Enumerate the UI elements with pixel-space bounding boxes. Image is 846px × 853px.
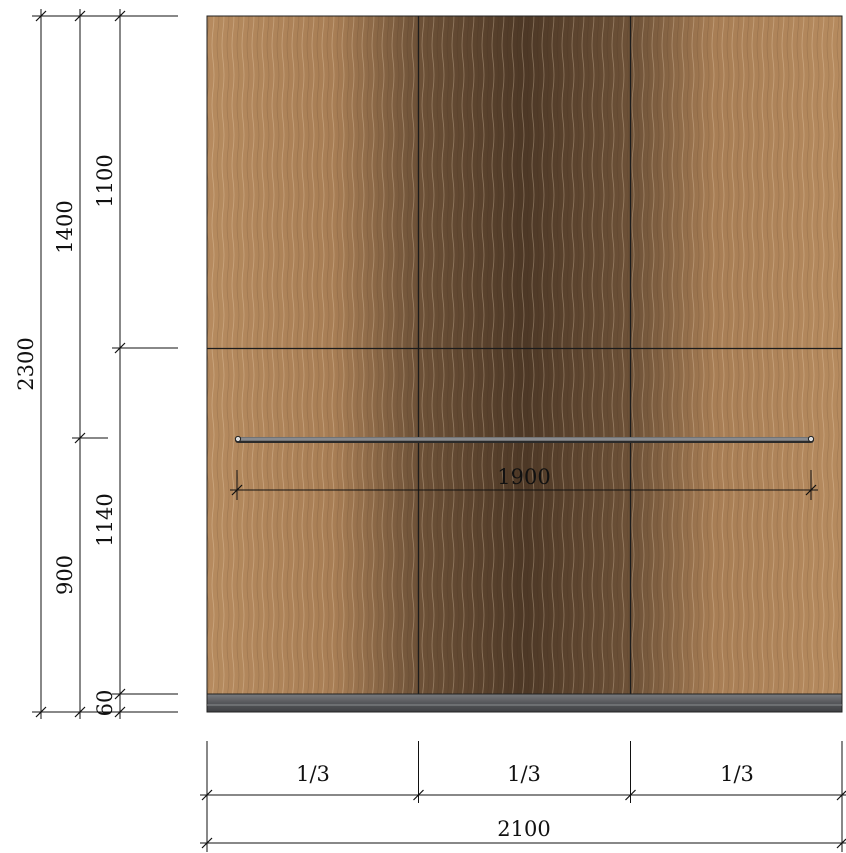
rail-end-right: [807, 435, 815, 443]
dim-lower-a: 900: [53, 555, 77, 595]
dim-column-3: 1/3: [720, 762, 754, 786]
rail-end-left: [234, 435, 242, 443]
skirting-body: [206, 693, 843, 713]
dim-column-2: 1/3: [507, 762, 541, 786]
horizontal-dimensions: 1/3 1/3 1/3 2100: [200, 741, 846, 852]
skirting-board: [206, 693, 843, 713]
dim-column-1: 1/3: [296, 762, 330, 786]
wood-panel: [206, 15, 843, 695]
rail-dimension: 1900: [230, 465, 818, 500]
handrail: [234, 435, 815, 443]
dim-upper-b: 1100: [93, 154, 117, 207]
dim-upper-a: 1400: [53, 200, 77, 253]
dim-base: 60: [93, 690, 117, 717]
vertical-dimensions: 2300 1400 900 1100 1140 60: [14, 9, 178, 719]
dim-total-width: 2100: [497, 817, 550, 841]
rail-length-label: 1900: [497, 465, 550, 489]
dim-total-height: 2300: [14, 337, 38, 390]
panel-grain: [207, 16, 842, 694]
dim-lower-b: 1140: [93, 493, 117, 546]
